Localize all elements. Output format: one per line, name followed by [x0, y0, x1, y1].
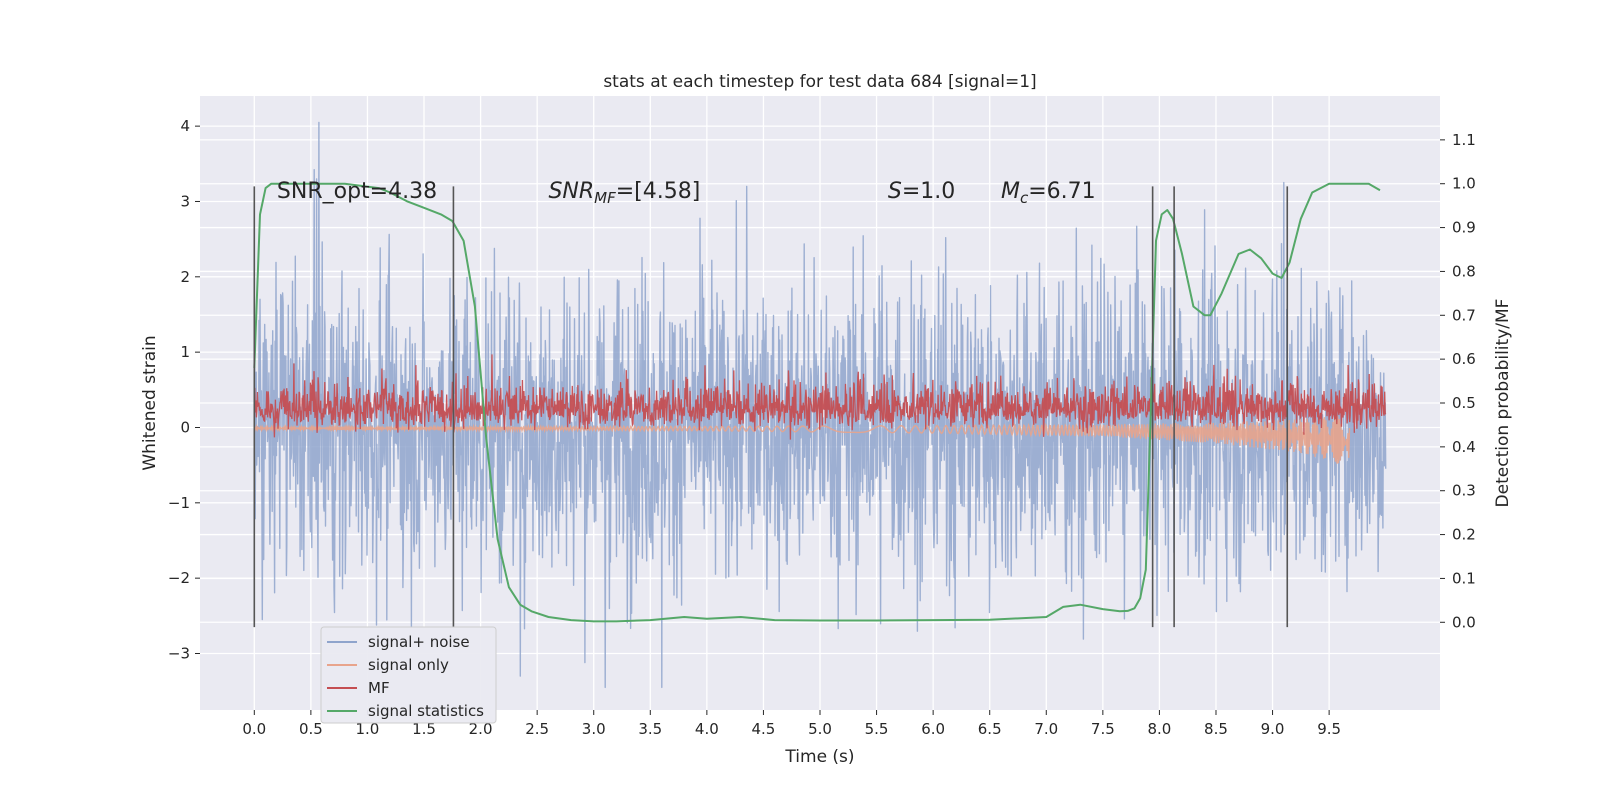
annotation-text: SNR_opt=4.38: [277, 179, 437, 204]
x-tick-label: 1.0: [356, 720, 380, 738]
y-axis-label: Whitened strain: [140, 335, 160, 470]
y-tick-label: 0: [180, 418, 190, 436]
y2-tick-label: 0.7: [1452, 306, 1476, 324]
legend-label: signal only: [368, 656, 449, 674]
x-tick-label: 5.5: [865, 720, 889, 738]
x-tick-label: 2.5: [525, 720, 549, 738]
legend: signal+ noise signal only MF signal statist…: [320, 626, 497, 724]
y2-tick-label: 0.5: [1452, 394, 1476, 412]
chart-title: stats at each timestep for test data 684…: [603, 72, 1036, 92]
x-tick-label: 6.5: [978, 720, 1002, 738]
x-tick-label: 8.5: [1204, 720, 1228, 738]
x-tick-label: 0.0: [242, 720, 266, 738]
annotations: SNR_opt=4.38 SNRMF=[4.58] S=1.0 Mc=6.71: [277, 179, 1096, 207]
y2-tick-label: 0.8: [1452, 262, 1476, 280]
noise-series-line: [253, 121, 1387, 689]
y2-tick-label: 1.0: [1452, 175, 1476, 193]
y-tick-label: −1: [168, 494, 190, 512]
y-tick-label: 1: [180, 343, 190, 361]
y-tick-label: −2: [168, 569, 190, 587]
legend-label: signal+ noise: [368, 633, 470, 651]
x-tick-label: 8.0: [1147, 720, 1171, 738]
y2-tick-label: 0.9: [1452, 219, 1476, 237]
x-axis-label: Time (s): [784, 747, 854, 767]
y-tick-labels: 4 3 2 1 0 −1 −2 −3: [168, 117, 200, 662]
x-tick-label: 1.5: [412, 720, 436, 738]
y2-tick-label: 0.3: [1452, 482, 1476, 500]
x-tick-label: 2.0: [469, 720, 493, 738]
x-tick-label: 7.5: [1091, 720, 1115, 738]
x-tick-labels: 0.0 0.5 1.0 1.5 2.0 2.5 3.0 3.5 4.0 4.5 5.0 5.5 6.0 6…: [242, 710, 1341, 738]
y2-tick-label: 0.1: [1452, 569, 1476, 587]
y-tick-label: 2: [180, 268, 190, 286]
x-tick-label: 0.5: [299, 720, 323, 738]
x-tick-label: 7.0: [1034, 720, 1058, 738]
signal-statistics-series-line: [253, 182, 1381, 623]
legend-label: signal statistics: [368, 702, 484, 720]
y-tick-label: 3: [180, 192, 190, 210]
x-tick-label: 4.5: [752, 720, 776, 738]
y2-tick-label: 0.2: [1452, 526, 1476, 544]
legend-frame: [320, 626, 497, 724]
y-tick-label: −3: [168, 644, 190, 662]
x-tick-label: 3.0: [582, 720, 606, 738]
x-tick-label: 6.0: [921, 720, 945, 738]
annotation-text: Mc=6.71: [1001, 179, 1096, 207]
annotation-text: SNRMF=[4.58]: [548, 179, 700, 207]
y2-axis-label: Detection probability/MF: [1493, 299, 1513, 508]
x-tick-label: 5.0: [808, 720, 832, 738]
vertical-lines: [253, 186, 1289, 628]
x-tick-label: 9.5: [1317, 720, 1341, 738]
x-tick-label: 4.0: [695, 720, 719, 738]
legend-label: MF: [368, 679, 390, 697]
annotation-text: S=1.0: [888, 179, 955, 204]
series-layer: [253, 121, 1387, 689]
mf-series-line: [253, 354, 1387, 440]
x-tick-label: 9.0: [1261, 720, 1285, 738]
signal-only-series-line: [253, 415, 1351, 464]
y2-tick-labels: 1.1 1.0 0.9 0.8 0.7 0.6 0.5 0.4 0.3 0.2 0.1 0.0: [1440, 131, 1476, 631]
x-tick-label: 3.5: [638, 720, 662, 738]
y2-tick-label: 1.1: [1452, 131, 1476, 149]
y-tick-label: 4: [180, 117, 190, 135]
y2-tick-label: 0.4: [1452, 438, 1476, 456]
y2-tick-label: 0.6: [1452, 350, 1476, 368]
y2-tick-label: 0.0: [1452, 613, 1476, 631]
